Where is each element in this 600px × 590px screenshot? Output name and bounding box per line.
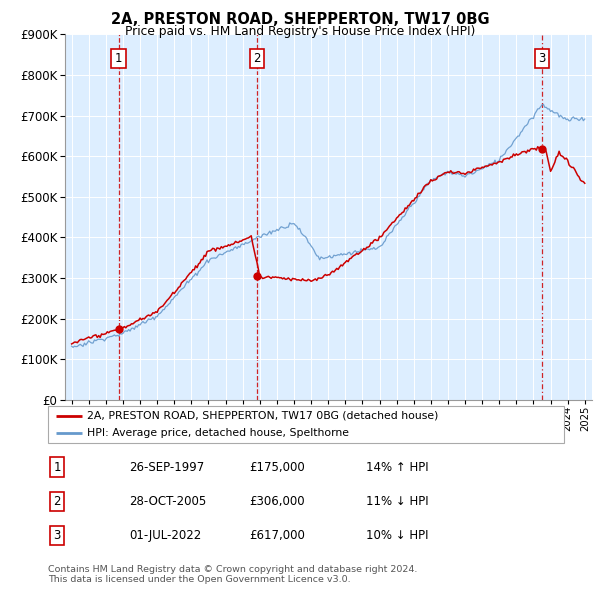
Text: 26-SEP-1997: 26-SEP-1997: [129, 461, 204, 474]
Text: 3: 3: [538, 52, 545, 65]
Text: 2A, PRESTON ROAD, SHEPPERTON, TW17 0BG: 2A, PRESTON ROAD, SHEPPERTON, TW17 0BG: [110, 12, 490, 27]
Text: HPI: Average price, detached house, Spelthorne: HPI: Average price, detached house, Spel…: [86, 428, 349, 438]
Text: 28-OCT-2005: 28-OCT-2005: [129, 495, 206, 508]
Text: £175,000: £175,000: [249, 461, 305, 474]
Text: Contains HM Land Registry data © Crown copyright and database right 2024.
This d: Contains HM Land Registry data © Crown c…: [48, 565, 418, 584]
Text: 10% ↓ HPI: 10% ↓ HPI: [366, 529, 428, 542]
Text: £306,000: £306,000: [249, 495, 305, 508]
Text: 01-JUL-2022: 01-JUL-2022: [129, 529, 201, 542]
Text: 14% ↑ HPI: 14% ↑ HPI: [366, 461, 428, 474]
Text: 2: 2: [53, 495, 61, 508]
Text: 3: 3: [53, 529, 61, 542]
Text: 1: 1: [53, 461, 61, 474]
Text: 2A, PRESTON ROAD, SHEPPERTON, TW17 0BG (detached house): 2A, PRESTON ROAD, SHEPPERTON, TW17 0BG (…: [86, 411, 438, 421]
Text: Price paid vs. HM Land Registry's House Price Index (HPI): Price paid vs. HM Land Registry's House …: [125, 25, 475, 38]
Text: 11% ↓ HPI: 11% ↓ HPI: [366, 495, 428, 508]
Text: 2: 2: [253, 52, 260, 65]
Text: 1: 1: [115, 52, 122, 65]
Text: £617,000: £617,000: [249, 529, 305, 542]
